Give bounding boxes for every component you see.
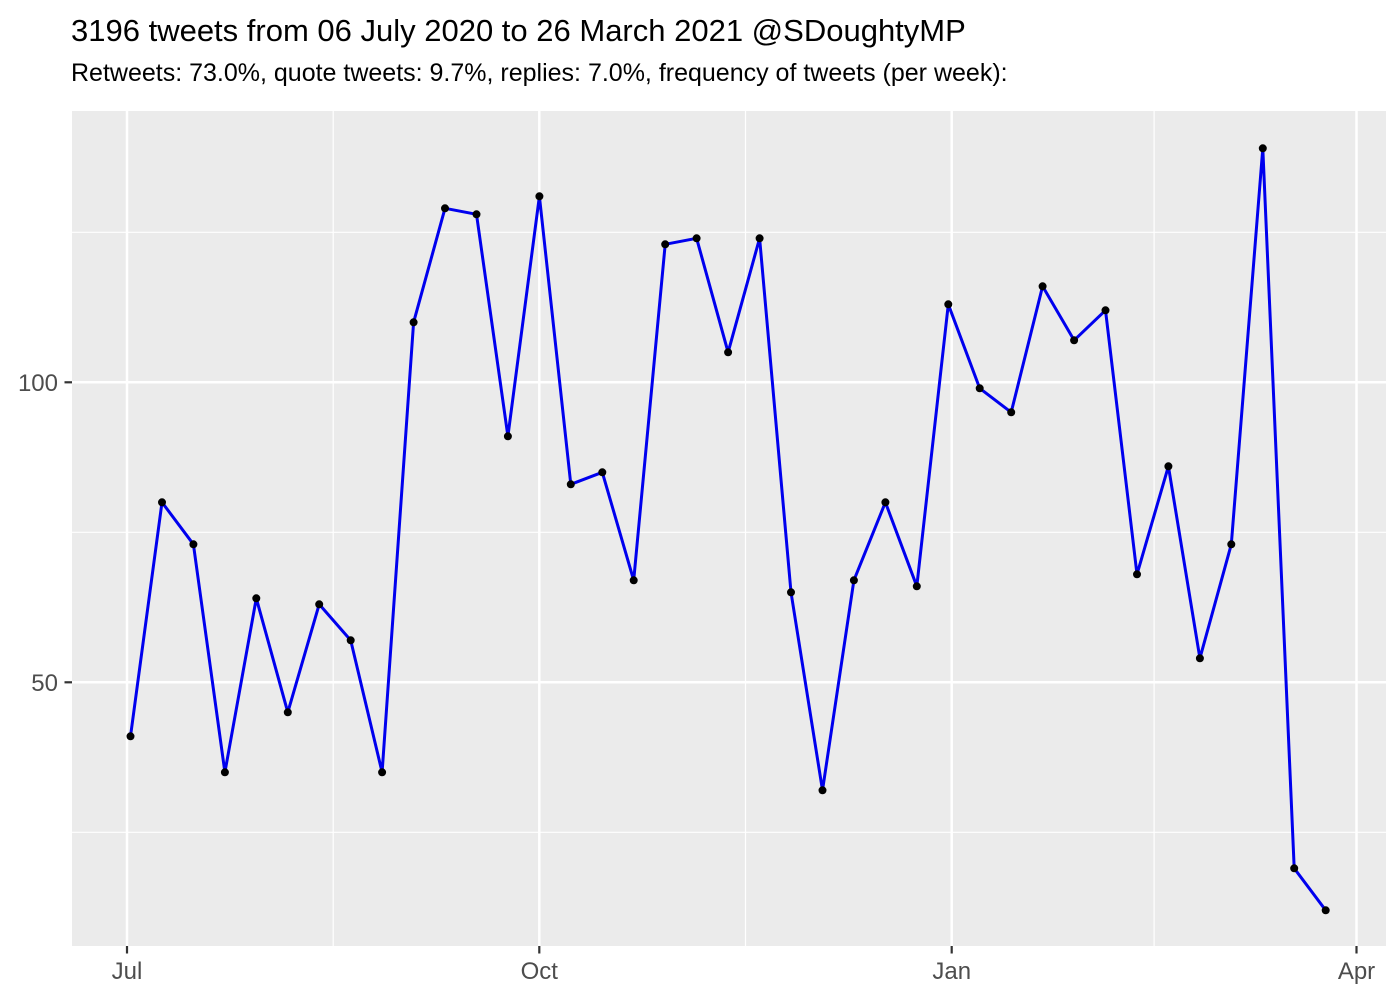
- data-point: [1195, 654, 1204, 663]
- data-point: [661, 240, 670, 249]
- data-point: [598, 468, 607, 477]
- data-point: [1321, 906, 1330, 915]
- data-point: [944, 300, 953, 309]
- data-point: [158, 498, 166, 507]
- data-point: [315, 600, 324, 609]
- data-point: [503, 432, 512, 441]
- data-point: [1164, 462, 1173, 471]
- data-point: [566, 480, 575, 489]
- data-point: [346, 636, 355, 645]
- data-point: [1070, 336, 1079, 345]
- data-point: [1101, 306, 1110, 315]
- data-point: [1038, 282, 1047, 291]
- data-point: [126, 732, 135, 741]
- panel-background: [72, 111, 1386, 946]
- chart-subtitle: Retweets: 73.0%, quote tweets: 9.7%, rep…: [71, 59, 1008, 87]
- data-point: [1007, 408, 1016, 417]
- data-point: [692, 234, 701, 243]
- data-point: [912, 582, 921, 591]
- data-point: [283, 708, 292, 717]
- x-tick-label-jan: Jan: [932, 958, 971, 985]
- x-tick-label-jul: Jul: [112, 958, 143, 985]
- data-point: [975, 384, 984, 393]
- chart-title: 3196 tweets from 06 July 2020 to 26 Marc…: [71, 13, 966, 48]
- data-point: [1258, 144, 1267, 153]
- data-point: [252, 594, 261, 603]
- data-point: [818, 786, 827, 795]
- data-point: [1133, 570, 1141, 579]
- y-tick-label-100: 100: [18, 370, 58, 397]
- data-point: [535, 192, 544, 201]
- data-point: [441, 204, 449, 213]
- data-point: [220, 768, 229, 777]
- data-point: [1290, 864, 1299, 873]
- data-point: [849, 576, 858, 585]
- data-point: [189, 540, 198, 549]
- data-point: [378, 768, 387, 777]
- data-point: [1227, 540, 1236, 549]
- data-point: [409, 318, 418, 327]
- data-point: [755, 234, 764, 243]
- y-tick-label-50: 50: [31, 670, 58, 697]
- data-point: [472, 210, 481, 219]
- data-point: [881, 498, 890, 507]
- data-point: [787, 588, 795, 597]
- data-point: [629, 576, 638, 585]
- data-point: [724, 348, 733, 357]
- x-tick-label-apr: Apr: [1338, 958, 1375, 985]
- x-tick-label-oct: Oct: [521, 958, 559, 985]
